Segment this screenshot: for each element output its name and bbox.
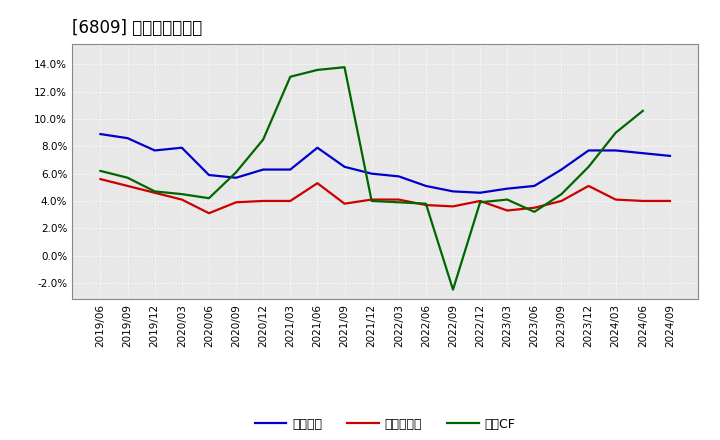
- 経常利益: [178, 145, 186, 150]
- Legend: 経常利益, 当期純利益, 営業CF: 経常利益, 当期純利益, 営業CF: [250, 413, 521, 436]
- 経常利益: [530, 183, 539, 189]
- 当期純利益: [557, 198, 566, 204]
- 経常利益: [557, 167, 566, 172]
- 営業CF: [123, 175, 132, 180]
- 経常利益: [96, 132, 105, 137]
- 経常利益: [639, 150, 647, 156]
- 当期純利益: [204, 211, 213, 216]
- 当期純利益: [259, 198, 268, 204]
- 営業CF: [395, 200, 403, 205]
- 経常利益: [611, 148, 620, 153]
- 当期純利益: [150, 190, 159, 195]
- 営業CF: [367, 198, 376, 204]
- 経常利益: [449, 189, 457, 194]
- 当期純利益: [611, 197, 620, 202]
- 当期純利益: [286, 198, 294, 204]
- 営業CF: [313, 67, 322, 73]
- 経常利益: [286, 167, 294, 172]
- 営業CF: [476, 200, 485, 205]
- 経常利益: [476, 190, 485, 195]
- 当期純利益: [367, 197, 376, 202]
- 営業CF: [96, 168, 105, 173]
- Line: 営業CF: 営業CF: [101, 67, 643, 290]
- 営業CF: [232, 170, 240, 175]
- Line: 当期純利益: 当期純利益: [101, 179, 670, 213]
- 経常利益: [367, 171, 376, 176]
- 経常利益: [259, 167, 268, 172]
- 経常利益: [150, 148, 159, 153]
- 営業CF: [557, 191, 566, 197]
- 営業CF: [204, 195, 213, 201]
- 当期純利益: [395, 197, 403, 202]
- 営業CF: [584, 164, 593, 169]
- 当期純利益: [421, 202, 430, 208]
- 経常利益: [584, 148, 593, 153]
- 営業CF: [611, 130, 620, 136]
- 当期純利益: [96, 176, 105, 182]
- Text: [6809] マージンの推移: [6809] マージンの推移: [72, 19, 202, 37]
- 当期純利益: [584, 183, 593, 189]
- 経常利益: [665, 153, 674, 158]
- 営業CF: [259, 137, 268, 142]
- 当期純利益: [449, 204, 457, 209]
- 当期純利益: [665, 198, 674, 204]
- 経常利益: [232, 175, 240, 180]
- 営業CF: [150, 189, 159, 194]
- 当期純利益: [639, 198, 647, 204]
- 当期純利益: [313, 180, 322, 186]
- 経常利益: [204, 172, 213, 178]
- 当期純利益: [503, 208, 511, 213]
- 経常利益: [313, 145, 322, 150]
- 営業CF: [530, 209, 539, 214]
- 営業CF: [449, 287, 457, 292]
- Line: 経常利益: 経常利益: [101, 134, 670, 193]
- 営業CF: [503, 197, 511, 202]
- 経常利益: [421, 183, 430, 189]
- 当期純利益: [476, 198, 485, 204]
- 当期純利益: [530, 205, 539, 210]
- 経常利益: [503, 186, 511, 191]
- 経常利益: [123, 136, 132, 141]
- 経常利益: [341, 164, 349, 169]
- 営業CF: [639, 108, 647, 114]
- 経常利益: [395, 174, 403, 179]
- 営業CF: [421, 201, 430, 206]
- 当期純利益: [178, 197, 186, 202]
- 営業CF: [178, 191, 186, 197]
- 営業CF: [341, 65, 349, 70]
- 当期純利益: [232, 200, 240, 205]
- 営業CF: [286, 74, 294, 79]
- 当期純利益: [341, 201, 349, 206]
- 当期純利益: [123, 183, 132, 189]
